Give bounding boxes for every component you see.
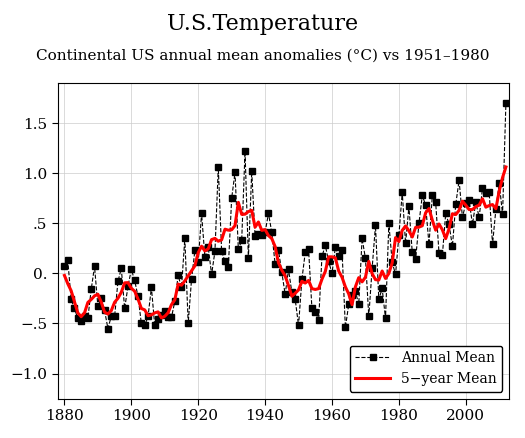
5−year Mean [61, 273, 68, 278]
Annual Mean [105, 326, 111, 331]
Text: Continental US annual mean anomalies (°C) vs 1951–1980: Continental US annual mean anomalies (°C… [36, 48, 489, 62]
Annual Mean [369, 266, 375, 271]
Line: 5−year Mean: 5−year Mean [65, 167, 506, 318]
5−year Mean [503, 164, 509, 170]
5−year Mean [489, 202, 496, 207]
Line: Annual Mean: Annual Mean [61, 100, 509, 331]
5−year Mean [342, 284, 349, 290]
5−year Mean [91, 293, 98, 298]
Annual Mean [355, 302, 362, 307]
5−year Mean [158, 315, 164, 321]
Annual Mean [479, 186, 486, 191]
5−year Mean [355, 275, 362, 280]
Annual Mean [489, 242, 496, 247]
5−year Mean [369, 271, 375, 276]
Annual Mean [91, 264, 98, 269]
Legend: Annual Mean, 5−year Mean: Annual Mean, 5−year Mean [350, 346, 502, 392]
Annual Mean [342, 325, 349, 330]
Annual Mean [503, 101, 509, 106]
Text: U.S.Temperature: U.S.Temperature [167, 13, 358, 35]
Annual Mean [61, 264, 68, 269]
5−year Mean [479, 196, 486, 201]
